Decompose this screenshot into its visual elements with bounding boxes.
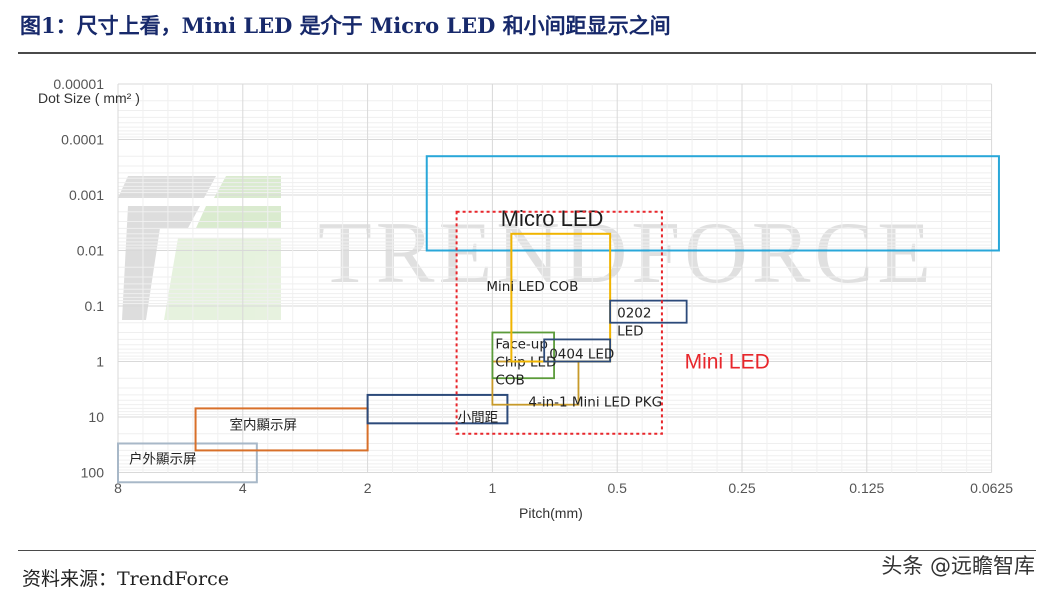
region-label-outdoor: 户外顯示屏 — [129, 450, 197, 467]
x-tick-label: 4 — [239, 480, 247, 496]
y-axis-ticks: 0.00001 0.0001 0.001 0.01 0.1 1 10 100 — [53, 76, 104, 481]
y-tick-label: 100 — [81, 465, 105, 481]
region-box_0202 — [609, 299, 688, 324]
bottom-rule — [18, 550, 1036, 551]
region-label-micro: Micro LED — [501, 206, 604, 231]
region-indoor — [194, 407, 369, 452]
watermark-text: TRENDFORCE — [318, 205, 935, 302]
region-mini — [455, 210, 663, 435]
y-tick-label: 1 — [96, 354, 104, 370]
region-fine_pitch — [366, 393, 509, 425]
region-label-fine_pitch: 小間距 — [458, 410, 499, 426]
region-label-cob: Mini LED COB — [486, 279, 578, 295]
region-label-mini: Mini LED — [685, 351, 770, 374]
region-micro — [425, 155, 1000, 252]
y-tick-label: 0.001 — [69, 187, 104, 203]
chart-regions: Micro LED 户外顯示屏 室内顯示屏 小間距 4-in-1 Mini LED PK… — [117, 155, 1000, 484]
x-axis-ticks: 8 4 2 1 0.5 0.25 0.125 0.0625 — [114, 480, 1013, 496]
region-faceup — [491, 331, 555, 380]
y-tick-label: 0.00001 — [53, 76, 104, 92]
y-tick-label: 0.0001 — [61, 132, 104, 148]
figure-title: 图1：尺寸上看，Mini LED 是介于 Micro LED 和小间距显示之间 — [20, 13, 671, 38]
region-label-pkg: 4-in-1 Mini LED PKG — [528, 395, 662, 411]
chart-grid — [117, 83, 993, 473]
region-label-box_0202: 0202 LED — [617, 306, 651, 340]
x-tick-label: 2 — [364, 480, 372, 496]
region-label-indoor: 室内顯示屏 — [230, 416, 298, 433]
y-tick-label: 10 — [88, 409, 104, 425]
y-tick-label: 0.1 — [85, 298, 105, 314]
x-tick-label: 0.125 — [849, 480, 884, 496]
source-note: 资料来源：TrendForce — [22, 568, 229, 590]
x-tick-label: 8 — [114, 480, 122, 496]
top-rule — [18, 52, 1036, 54]
y-axis-title: Dot Size ( mm² ) — [38, 90, 140, 106]
credit-watermark: 头条 @远瞻智库 — [881, 554, 1035, 578]
region-box_0404 — [543, 338, 612, 363]
region-outdoor — [117, 442, 258, 484]
x-tick-label: 0.5 — [607, 480, 627, 496]
x-tick-label: 1 — [489, 480, 497, 496]
x-tick-label: 0.25 — [728, 480, 755, 496]
x-tick-label: 0.0625 — [970, 480, 1013, 496]
region-label-box_0404: 0404 LED — [549, 346, 614, 362]
x-axis-title: Pitch(mm) — [519, 505, 583, 521]
y-tick-label: 0.01 — [77, 243, 104, 259]
